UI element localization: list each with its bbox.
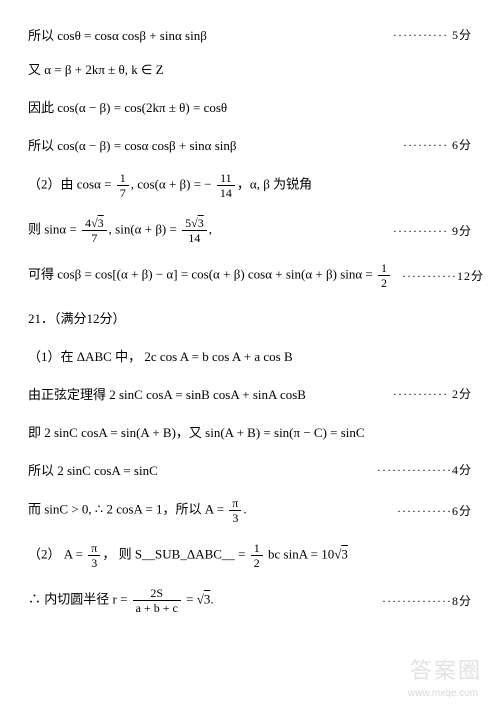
score-mark: ··········· 2分 xyxy=(383,385,472,402)
step-line-9: （1）在 ΔABC 中， 2c cos A = b cos A + a cos … xyxy=(28,345,472,365)
watermark-url: www.mxqe.com xyxy=(408,688,478,699)
step-text: 即 2 sinC cosA = sin(A + B)，又 sin(A + B) … xyxy=(28,422,462,441)
step-line-3: 因此 cos(α − β) = cos(2kπ ± θ) = cosθ xyxy=(28,96,472,116)
step-line-7: 可得 cosβ = cos[(α + β) − α] = cos(α + β) … xyxy=(28,262,472,289)
step-line-5: （2）由 cosα = 17, cos(α + β) = − 1114，α, β… xyxy=(28,172,472,199)
watermark-text: 答案圈 xyxy=(410,653,482,685)
step-line-4: 所以 cos(α − β) = cosα cosβ + sinα sinβ ··… xyxy=(28,134,472,154)
step-text: 可得 cosβ = cos[(α + β) − α] = cos(α + β) … xyxy=(28,262,392,289)
step-text: 由正弦定理得 2 sinC cosA = sinB cosA + sinA co… xyxy=(28,384,383,403)
step-text: 则 sinα = 4√37, sin(α + β) = 5√314, xyxy=(28,217,383,244)
problem-heading: 21．（满分12分） xyxy=(28,307,472,327)
step-line-13: 而 sinC > 0, ∴ 2 cosA = 1，所以 A = π3. ····… xyxy=(28,497,472,524)
score-mark: ···········12分 xyxy=(392,267,484,284)
step-text: 所以 cosθ = cosα cosβ + sinα sinβ xyxy=(28,25,383,44)
step-text: 所以 2 sinC cosA = sinC xyxy=(28,460,367,479)
step-line-2: 又 α = β + 2kπ ± θ, k ∈ Z xyxy=(28,58,472,78)
heading-text: 21．（满分12分） xyxy=(28,308,462,327)
score-mark: ··············8分 xyxy=(372,592,472,609)
step-text: 又 α = β + 2kπ ± θ, k ∈ Z xyxy=(28,59,462,78)
step-line-11: 即 2 sinC cosA = sin(A + B)，又 sin(A + B) … xyxy=(28,421,472,441)
step-line-6: 则 sinα = 4√37, sin(α + β) = 5√314, ·····… xyxy=(28,217,472,244)
score-mark: ··········· 5分 xyxy=(383,26,472,43)
score-mark: ···········6分 xyxy=(387,502,472,519)
step-text: （2） A = π3， 则 S__SUB_ΔABC__ = 12 bc sinA… xyxy=(28,542,462,569)
step-line-15: ∴ 内切圆半径 r = 2Sa + b + c = √3. ··········… xyxy=(28,587,472,614)
score-mark: ···············4分 xyxy=(367,461,472,478)
step-line-10: 由正弦定理得 2 sinC cosA = sinB cosA + sinA co… xyxy=(28,383,472,403)
step-text: 而 sinC > 0, ∴ 2 cosA = 1，所以 A = π3. xyxy=(28,497,387,524)
step-line-12: 所以 2 sinC cosA = sinC ···············4分 xyxy=(28,459,472,479)
step-text: 因此 cos(α − β) = cos(2kπ ± θ) = cosθ xyxy=(28,97,462,116)
step-line-1: 所以 cosθ = cosα cosβ + sinα sinβ ········… xyxy=(28,24,472,44)
score-mark: ··········· 9分 xyxy=(383,222,472,239)
step-text: （1）在 ΔABC 中， 2c cos A = b cos A + a cos … xyxy=(28,346,462,365)
step-line-14: （2） A = π3， 则 S__SUB_ΔABC__ = 12 bc sinA… xyxy=(28,542,472,569)
step-text: （2）由 cosα = 17, cos(α + β) = − 1114，α, β… xyxy=(28,172,462,199)
step-text: 所以 cos(α − β) = cosα cosβ + sinα sinβ xyxy=(28,135,393,154)
score-mark: ········· 6分 xyxy=(393,136,472,153)
step-text: ∴ 内切圆半径 r = 2Sa + b + c = √3. xyxy=(28,587,372,614)
